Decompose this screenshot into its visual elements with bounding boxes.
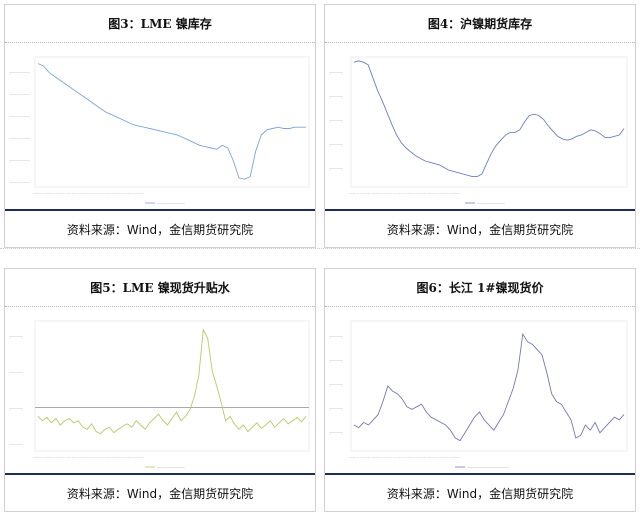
svg-text:——————: —————— — [9, 136, 31, 140]
chart-title: 图5：LME 镍现货升贴水 — [5, 269, 315, 307]
chart-area: ———— ———— ———— ———— ———— -------- --------… — [325, 307, 635, 475]
svg-text:——————: —————— — [9, 92, 31, 96]
svg-text:————: ———— — [329, 358, 344, 362]
svg-text:-------- -------- ------: -------- -------- -------- -------- ----… — [349, 455, 461, 459]
chart-area: ———— ———— ———— ———— -------- -------- ----… — [5, 307, 315, 475]
chart-panel: 图5：LME 镍现货升贴水 ———— ———— ———— ———— --------… — [4, 268, 316, 512]
svg-text:————: ———— — [9, 370, 24, 374]
svg-text:——————: —————— — [9, 158, 31, 162]
svg-text:——————: —————— — [9, 114, 31, 118]
svg-text:————: ———— — [329, 94, 344, 98]
svg-text:————: ———— — [329, 334, 344, 338]
line-chart: ———————— ———————— ———— -------- --------… — [329, 56, 628, 205]
svg-text:————: ———— — [329, 70, 344, 74]
chart-title: 图4：沪镍期货库存 — [325, 5, 635, 43]
source-note: 资料来源：Wind，金信期货研究院 — [66, 222, 254, 237]
svg-text:-------- -------- ------: -------- -------- -------- -------- ----… — [33, 455, 145, 459]
line-chart: —————— —————— —————— —————— —————— —————— -… — [9, 56, 310, 205]
data-line — [37, 328, 307, 435]
svg-text:————————: ———————— — [157, 465, 186, 469]
svg-text:-------- -------- ------: -------- -------- -------- -------- ----… — [33, 191, 145, 195]
line-chart: ———— ———— ———— ———— ———— -------- --------… — [329, 320, 628, 469]
svg-text:————————: ———————— — [477, 201, 506, 205]
chart-title: 图3：LME 镍库存 — [5, 5, 315, 43]
svg-text:————: ———— — [329, 142, 344, 146]
svg-text:-------- -------- ------: -------- -------- -------- -------- ----… — [349, 191, 461, 195]
chart-panel: 图3：LME 镍库存 —————— —————— —————— —————— ———… — [4, 4, 316, 248]
chart-panel: 图4：沪镍期货库存 ———— ———— ———— ———— ———— -------… — [324, 4, 636, 248]
svg-text:————————: ———————— — [157, 201, 186, 205]
data-line — [37, 63, 306, 180]
chart-area: —————— —————— —————— —————— —————— —————— -… — [5, 43, 315, 211]
svg-text:————: ———— — [9, 406, 24, 410]
svg-text:————: ———— — [329, 118, 344, 122]
svg-text:————: ———— — [329, 430, 344, 434]
chart-title: 图6：长江 1#镍现货价 — [325, 269, 635, 307]
chart-panel: 图6：长江 1#镍现货价 ———— ———— ———— ———— ———— ----… — [324, 268, 636, 512]
svg-text:————: ———— — [329, 406, 344, 410]
svg-text:————————————: ———————————— — [467, 465, 510, 469]
svg-text:————: ———— — [329, 166, 344, 170]
svg-text:————: ———— — [329, 382, 344, 386]
source-note: 资料来源：Wind，金信期货研究院 — [386, 486, 574, 501]
svg-text:——————: —————— — [9, 180, 31, 184]
chart-area: ———— ———— ———— ———— ———— -------- --------… — [325, 43, 635, 211]
svg-text:——————: —————— — [9, 70, 31, 74]
svg-text:————: ———— — [9, 442, 24, 446]
data-line — [353, 60, 625, 178]
svg-text:————: ———— — [9, 334, 24, 338]
line-chart: ———————— ———————— -------- -------- ----… — [9, 320, 310, 469]
source-note: 资料来源：Wind，金信期货研究院 — [386, 222, 574, 237]
data-line — [353, 332, 625, 442]
source-note: 资料来源：Wind，金信期货研究院 — [66, 486, 254, 501]
